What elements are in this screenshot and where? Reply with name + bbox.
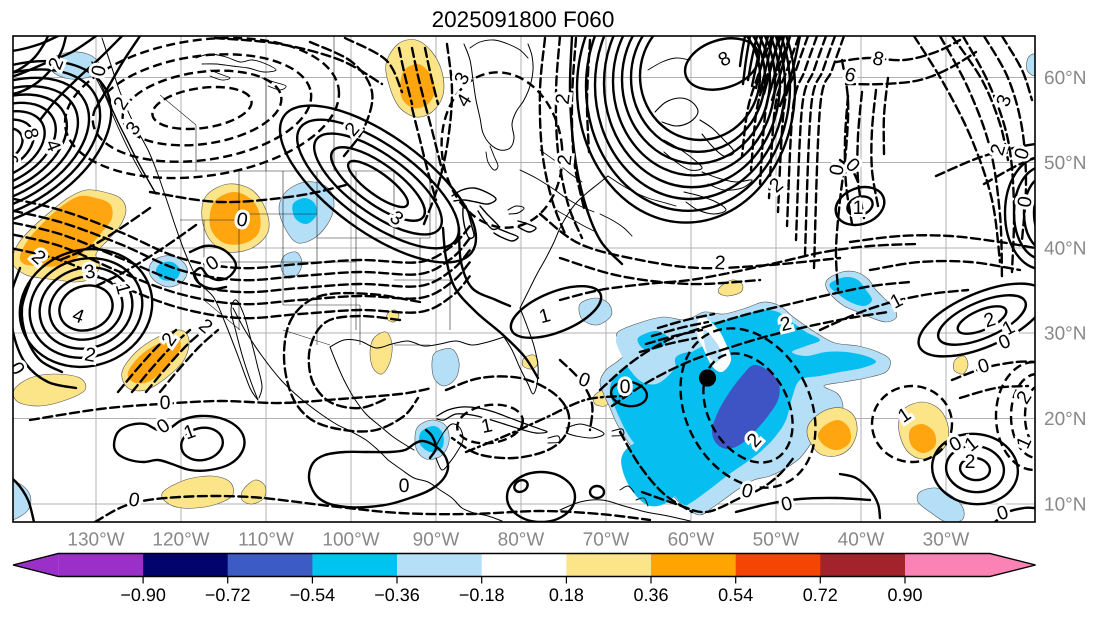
svg-text:0.72: 0.72 (803, 585, 838, 605)
svg-text:−0.90: −0.90 (120, 585, 166, 605)
svg-text:2: 2 (714, 252, 726, 275)
svg-text:2: 2 (552, 92, 575, 105)
svg-text:30°W: 30°W (923, 530, 970, 551)
svg-text:−0.72: −0.72 (205, 585, 251, 605)
svg-text:−0.18: −0.18 (459, 585, 505, 605)
svg-text:90°W: 90°W (413, 530, 460, 551)
svg-text:0: 0 (399, 475, 410, 497)
svg-text:40°N: 40°N (1044, 239, 1086, 260)
svg-text:30°N: 30°N (1044, 324, 1086, 345)
svg-text:70°W: 70°W (583, 530, 630, 551)
svg-text:20°N: 20°N (1044, 409, 1086, 430)
svg-text:1: 1 (853, 197, 864, 219)
svg-text:60°W: 60°W (668, 530, 715, 551)
svg-text:130°W: 130°W (67, 530, 124, 551)
svg-text:10°N: 10°N (1044, 495, 1086, 516)
svg-text:0: 0 (160, 392, 171, 414)
svg-text:80°W: 80°W (498, 530, 545, 551)
svg-text:0.18: 0.18 (549, 585, 584, 605)
svg-text:2025091800 F060: 2025091800 F060 (432, 7, 615, 32)
svg-text:0.54: 0.54 (718, 585, 753, 605)
svg-text:100°W: 100°W (322, 530, 379, 551)
svg-text:60°N: 60°N (1044, 68, 1086, 89)
svg-text:40°W: 40°W (838, 530, 885, 551)
svg-text:120°W: 120°W (152, 530, 209, 551)
svg-text:0: 0 (620, 376, 631, 398)
svg-text:50°N: 50°N (1044, 153, 1086, 174)
svg-text:−0.54: −0.54 (290, 585, 336, 605)
svg-text:2: 2 (965, 451, 976, 473)
svg-text:−0.36: −0.36 (374, 585, 420, 605)
svg-text:0.36: 0.36 (633, 585, 668, 605)
svg-text:2: 2 (554, 153, 577, 166)
svg-text:0.90: 0.90 (887, 585, 922, 605)
svg-text:110°W: 110°W (238, 530, 294, 551)
svg-text:50°W: 50°W (753, 530, 800, 551)
